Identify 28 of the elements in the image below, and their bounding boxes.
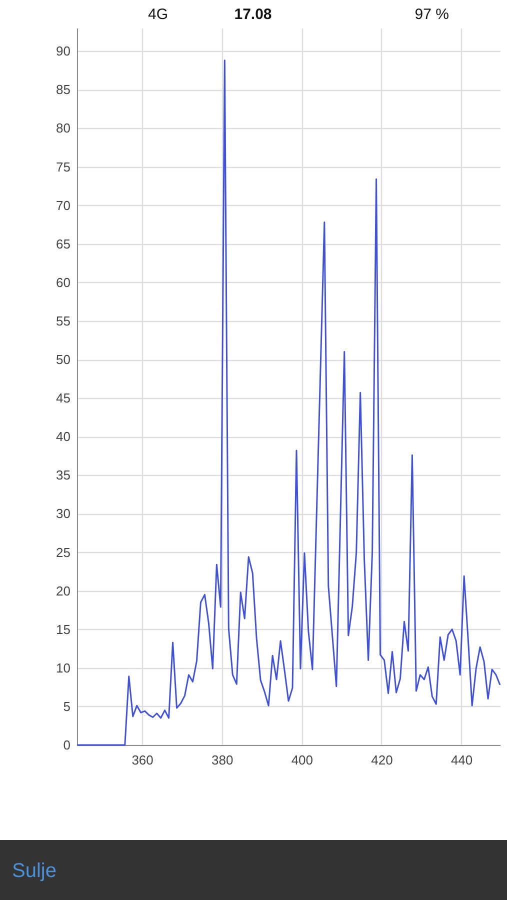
- text: 4G: [148, 6, 168, 23]
- x-tick-label: 440: [450, 752, 473, 768]
- y-tick-label: 60: [56, 274, 70, 290]
- y-tick-label: 90: [56, 44, 70, 59]
- y-tick-label: 15: [56, 622, 70, 637]
- y-tick-label: 85: [56, 82, 70, 98]
- y-tick-label: 35: [56, 468, 70, 483]
- y-tick-label: 50: [56, 352, 70, 368]
- y-tick-label: 70: [56, 198, 70, 213]
- y-tick-label: 10: [56, 660, 70, 676]
- text: Sulje: [12, 860, 56, 882]
- x-tick-label: 380: [212, 752, 234, 768]
- y-tick-label: 20: [56, 583, 70, 598]
- text: 97 %: [414, 6, 449, 23]
- text: 17.08: [234, 6, 272, 23]
- y-tick-label: 30: [56, 506, 70, 522]
- x-tick-label: 420: [371, 752, 393, 768]
- x-tick-label: 400: [291, 752, 314, 768]
- y-tick-label: 40: [56, 429, 70, 444]
- y-tick-label: 75: [56, 159, 70, 174]
- y-tick-label: 0: [63, 738, 70, 752]
- y-tick-label: 80: [56, 120, 70, 136]
- y-tick-label: 45: [56, 390, 70, 406]
- y-tick-label: 25: [56, 544, 70, 560]
- y-tick-label: 55: [56, 313, 70, 328]
- y-tick-label: 5: [63, 698, 70, 714]
- x-tick-label: 360: [132, 752, 154, 768]
- y-tick-label: 65: [56, 236, 70, 252]
